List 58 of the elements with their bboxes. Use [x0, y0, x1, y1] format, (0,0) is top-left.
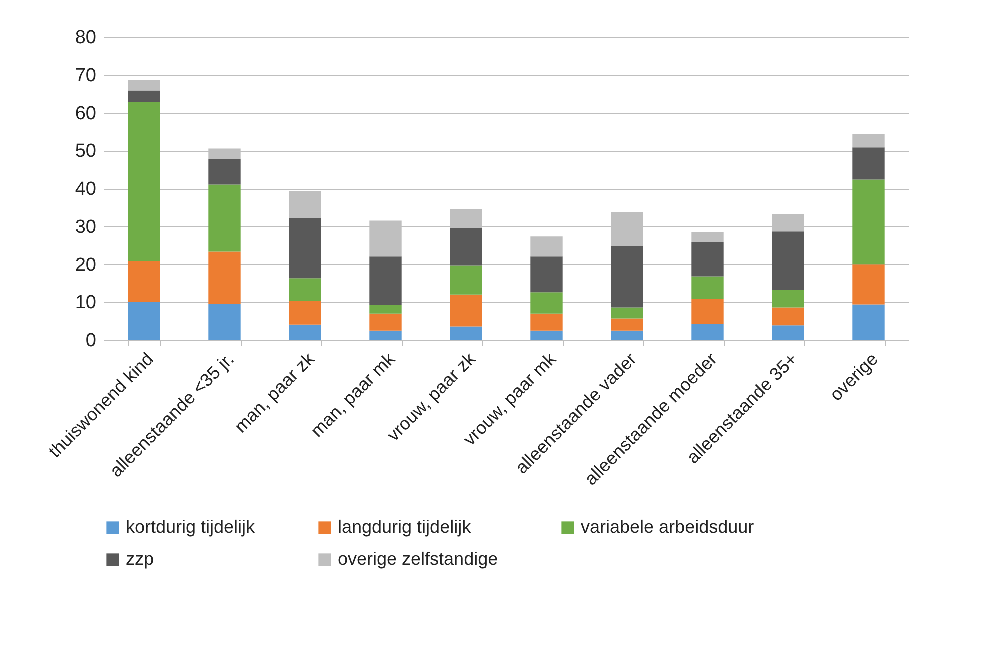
y-tick-label: 0 — [86, 330, 96, 352]
bar — [450, 266, 482, 295]
bar — [692, 324, 724, 340]
bar — [530, 330, 563, 340]
bar — [611, 318, 644, 331]
bar — [289, 301, 322, 325]
y-tick-label: 20 — [75, 254, 96, 276]
bar — [530, 256, 563, 293]
bar — [611, 330, 644, 340]
bar — [370, 314, 402, 331]
y-tick-label: 30 — [75, 216, 96, 238]
bar — [128, 261, 160, 302]
bar — [530, 292, 563, 314]
bar — [208, 252, 241, 304]
y-tick-label: 70 — [75, 65, 96, 86]
bar — [208, 158, 241, 185]
bar — [692, 276, 724, 300]
bar — [772, 290, 804, 308]
bar — [370, 256, 402, 306]
bar — [852, 304, 885, 340]
legend-label: langdurig tijdelijk — [338, 517, 472, 537]
bar — [450, 326, 482, 340]
bar — [128, 80, 160, 91]
bar — [530, 236, 563, 257]
y-tick-label: 60 — [75, 103, 96, 124]
y-tick-label: 40 — [75, 179, 96, 200]
bar — [208, 184, 241, 252]
bar — [772, 326, 804, 340]
bar — [370, 330, 402, 340]
bar — [772, 232, 804, 290]
bar — [692, 242, 724, 277]
bar — [852, 264, 885, 305]
bar — [128, 90, 160, 102]
bar — [450, 228, 482, 266]
legend-label: kortdurig tijdelijk — [126, 517, 256, 537]
bar — [611, 308, 644, 319]
bar — [530, 314, 563, 331]
bar — [611, 246, 644, 308]
bar — [852, 134, 885, 148]
bar — [450, 294, 482, 327]
legend-label: overige zelfstandige — [338, 549, 498, 569]
bar — [128, 302, 160, 340]
y-tick-label: 80 — [75, 28, 96, 48]
bar — [289, 324, 322, 340]
legend-label: zzp — [126, 549, 154, 569]
legend-label: variabele arbeidsduur — [581, 517, 754, 537]
bar — [692, 232, 724, 242]
bar — [852, 180, 885, 265]
bar — [289, 278, 322, 302]
bar — [289, 218, 322, 279]
bar — [852, 148, 885, 180]
bar — [128, 102, 160, 262]
bar — [772, 308, 804, 326]
bar — [692, 299, 724, 324]
y-tick-label: 10 — [75, 292, 96, 314]
bar — [208, 304, 241, 340]
y-tick-label: 50 — [75, 141, 96, 162]
bar — [370, 306, 402, 314]
